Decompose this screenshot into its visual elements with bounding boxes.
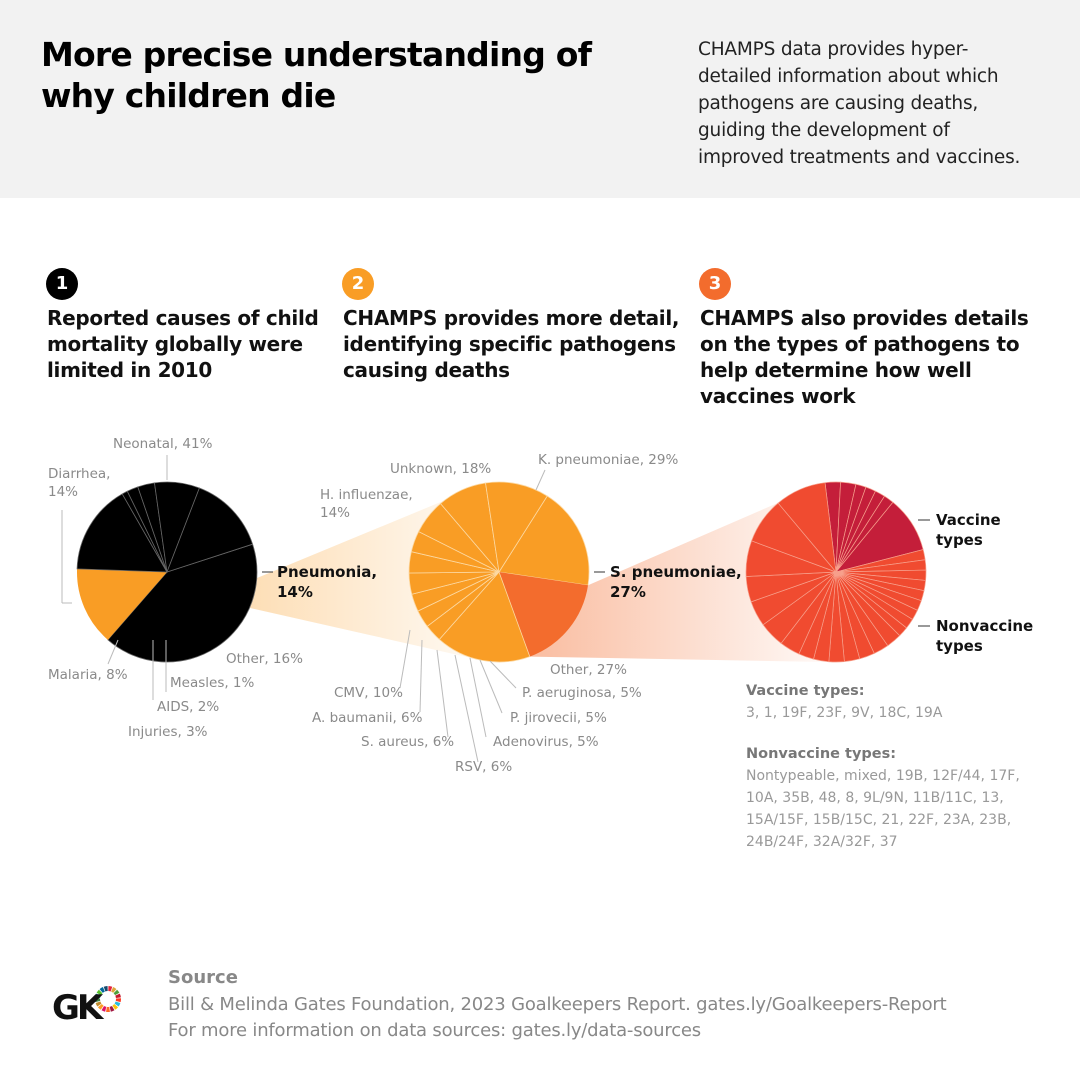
pie1-label-malaria: Malaria, 8% (48, 667, 128, 683)
pie2-label-s-aureus: S. aureus, 6% (361, 734, 454, 750)
pie2-label-p-aeruginosa: P. aeruginosa, 5% (522, 685, 642, 701)
step-2-badge: 2 (342, 268, 374, 300)
logo-ring-segment (108, 986, 113, 992)
connector-s-pneumoniae-funnel (529, 482, 826, 662)
pie2-label-rsv: RSV, 6% (455, 759, 512, 775)
pie2-leader-small-3 (436, 649, 449, 738)
vaccine-types-heading: Vaccine types: (746, 683, 865, 699)
source-citation: Bill & Melinda Gates Foundation, 2023 Go… (168, 994, 947, 1015)
pie2-leader-small-2 (419, 639, 423, 713)
logo-ring-segment (109, 1005, 115, 1012)
logo-ring-segment (95, 993, 101, 998)
pie2-leader-small-6 (479, 659, 503, 714)
logo-ring-segment (101, 1005, 107, 1012)
pie1-label-aids: AIDS, 2% (157, 699, 219, 715)
pie2-label-h-influenzae: H. influenzae, 14% (320, 487, 413, 521)
step-1-heading: Reported causes of child mortality globa… (47, 306, 319, 382)
pie2-slice-s-pneumoniae (499, 572, 589, 657)
pie1-label-pneumonia: Pneumonia, 14% (277, 563, 377, 601)
pie1-leader-malaria (107, 639, 119, 665)
connector-pneumonia-funnel (77, 482, 490, 662)
source-data-link: For more information on data sources: ga… (168, 1020, 701, 1041)
pie1-label-diarrhea: Diarrhea, 14% (48, 466, 110, 500)
pie2-label-other: Other, 27% (550, 662, 627, 678)
step-3-heading: CHAMPS also provides details on the type… (700, 306, 1029, 408)
pie2-leader-small-7 (489, 660, 517, 689)
pie1-slice-diarrhea (166, 487, 254, 573)
nonvaccine-types-heading: Nonvaccine types: (746, 746, 897, 762)
pie2-label-p-jirovecii: P. jirovecii, 5% (510, 710, 607, 726)
logo-ring-segment (114, 1001, 121, 1007)
pie2-slice-k-pneumoniae (498, 495, 590, 586)
pie3-label-nonvaccine-types: Nonvaccine types (936, 617, 1033, 655)
vaccine-types-list: 3, 1, 19F, 23F, 9V, 18C, 19A (746, 705, 943, 721)
pie2-leader-k-pneumoniae (535, 469, 546, 491)
pie2-label-k-pneumoniae: K. pneumoniae, 29% (538, 452, 678, 468)
source-label: Source (168, 967, 238, 988)
pie1-label-neonatal: Neonatal, 41% (113, 436, 213, 452)
logo-ring-segment (103, 986, 108, 992)
pie1-label-other: Other, 16% (226, 651, 303, 667)
logo-ring-segment (95, 998, 101, 1003)
pie2-slice-unknown (485, 481, 548, 574)
goalkeepers-logo-icon: GK (52, 986, 121, 1027)
logo-ring-segment (115, 998, 121, 1003)
pie1-slice-other (76, 493, 168, 573)
logo-ring-segment (96, 989, 103, 996)
pie2-leader-small-5 (469, 657, 487, 738)
logo-ring-segment (111, 987, 117, 993)
header-band (0, 0, 1080, 198)
logo-ring-segment (112, 1004, 119, 1010)
pie1-label-injuries: Injuries, 3% (128, 724, 208, 740)
logo-ring-segment (113, 989, 120, 996)
logo-ring-segment (99, 987, 105, 993)
logo-ring-segment (97, 1004, 104, 1010)
logo-ring-segment (95, 1001, 102, 1007)
step-1-badge: 1 (46, 268, 78, 300)
logo-ring-segment (106, 1006, 110, 1012)
pie2-label-a-baumanii: A. baumanii, 6% (312, 710, 423, 726)
logo-ring-segment (115, 993, 121, 998)
pie1-slice-neonatal (107, 543, 258, 663)
page-subtitle: CHAMPS data provides hyper-detailed info… (698, 39, 1021, 168)
pie3-slice-nonvaccine-23 (777, 482, 837, 574)
step-2-heading: CHAMPS provides more detail, identifying… (343, 306, 680, 382)
pie2-label-s-pneumoniae: S. pneumoniae, 27% (610, 563, 742, 601)
step-3-badge: 3 (699, 268, 731, 300)
pie2-label-unknown: Unknown, 18% (390, 461, 491, 477)
pie2-label-cmv: CMV, 10% (334, 685, 403, 701)
logo-text: GK (52, 988, 105, 1027)
page-title: More precise understanding of why childr… (41, 35, 592, 115)
pie2-slice-other (438, 571, 531, 663)
pie1-label-measles: Measles, 1% (170, 675, 255, 691)
pie3-label-vaccine-types: Vaccine types (936, 511, 1001, 549)
pie1-slice-pneumonia (76, 568, 167, 640)
pie2-leader-small-1 (399, 629, 411, 689)
pie2-leader-small-4 (454, 654, 479, 763)
pie2-label-adenovirus: Adenovirus, 5% (493, 734, 599, 750)
nonvaccine-types-list: Nontypeable, mixed, 19B, 12F/44, 17F, 10… (746, 768, 1020, 850)
